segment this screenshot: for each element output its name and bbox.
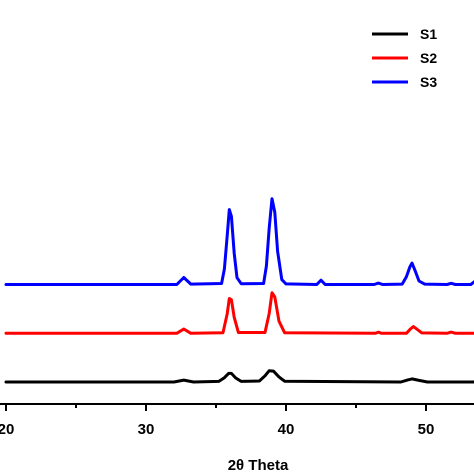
legend-label-s2: S2: [420, 50, 437, 66]
x-tick-label: 30: [138, 421, 155, 438]
legend: S1 S2 S3: [372, 26, 437, 90]
series-line-s1: [4, 369, 474, 384]
series-layer: [4, 197, 474, 384]
legend-label-s1: S1: [420, 26, 437, 42]
x-tick-label: 40: [278, 421, 295, 438]
x-axis: 2030405060: [0, 403, 474, 438]
legend-label-s3: S3: [420, 74, 437, 90]
x-tick-label: 50: [418, 421, 435, 438]
x-axis-label: 2θ Theta: [228, 457, 289, 474]
series-line-s2: [4, 291, 474, 335]
series-line-s3: [4, 197, 474, 286]
x-tick-label: 20: [0, 421, 14, 438]
